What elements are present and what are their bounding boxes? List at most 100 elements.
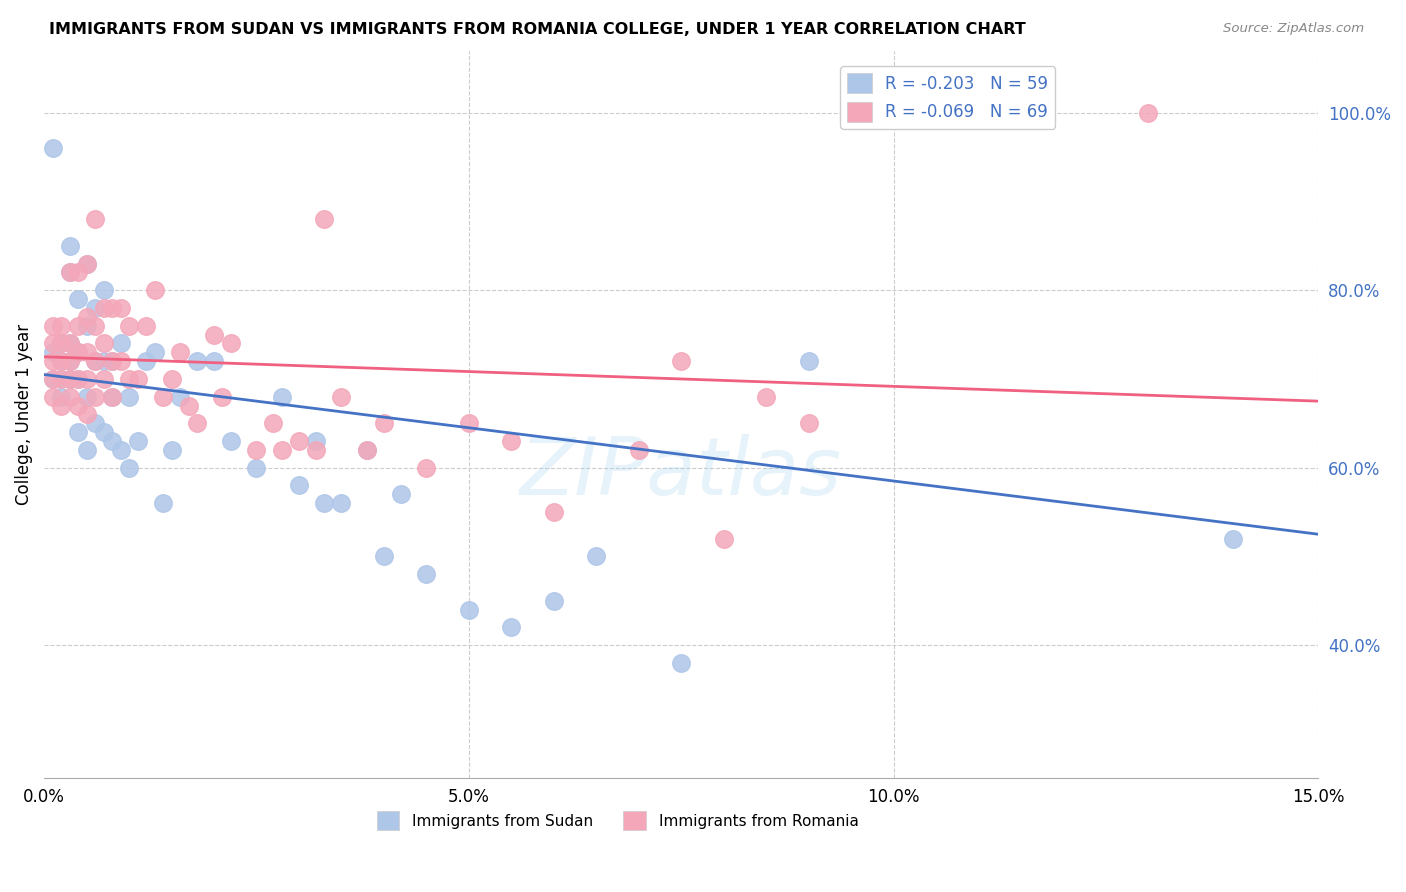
Point — [211, 390, 233, 404]
Point — [76, 345, 98, 359]
Point — [330, 390, 353, 404]
Point — [110, 354, 132, 368]
Point — [49, 372, 72, 386]
Point — [627, 442, 650, 457]
Legend: Immigrants from Sudan, Immigrants from Romania: Immigrants from Sudan, Immigrants from R… — [370, 805, 865, 836]
Point — [245, 460, 267, 475]
Point — [501, 620, 523, 634]
Point — [797, 417, 820, 431]
Point — [76, 442, 98, 457]
Point — [49, 354, 72, 368]
Point — [49, 354, 72, 368]
Point — [84, 212, 107, 227]
Point — [101, 301, 124, 315]
Point — [356, 442, 378, 457]
Point — [219, 434, 242, 448]
Point — [58, 390, 80, 404]
Point — [84, 318, 107, 333]
Point — [415, 567, 437, 582]
Point — [262, 417, 284, 431]
Point — [41, 336, 63, 351]
Point — [84, 354, 107, 368]
Point — [143, 345, 166, 359]
Point — [67, 265, 90, 279]
Point — [219, 336, 242, 351]
Point — [118, 318, 141, 333]
Point — [41, 318, 63, 333]
Point — [152, 496, 174, 510]
Point — [669, 656, 692, 670]
Point — [271, 442, 294, 457]
Point — [58, 265, 80, 279]
Point — [58, 265, 80, 279]
Point — [67, 318, 90, 333]
Point — [118, 390, 141, 404]
Point — [457, 417, 479, 431]
Point — [84, 417, 107, 431]
Point — [58, 354, 80, 368]
Point — [67, 372, 90, 386]
Point — [67, 345, 90, 359]
Point — [49, 336, 72, 351]
Point — [135, 318, 157, 333]
Text: ZIPatlas: ZIPatlas — [520, 434, 842, 512]
Point — [202, 354, 225, 368]
Point — [84, 301, 107, 315]
Point — [49, 318, 72, 333]
Point — [143, 283, 166, 297]
Point — [501, 434, 523, 448]
Point — [118, 460, 141, 475]
Point — [543, 594, 565, 608]
Point — [271, 390, 294, 404]
Point — [58, 336, 80, 351]
Y-axis label: College, Under 1 year: College, Under 1 year — [15, 324, 32, 505]
Point — [58, 372, 80, 386]
Point — [186, 417, 208, 431]
Point — [755, 390, 778, 404]
Point — [543, 505, 565, 519]
Point — [58, 372, 80, 386]
Point — [58, 239, 80, 253]
Point — [135, 354, 157, 368]
Point — [186, 354, 208, 368]
Point — [49, 372, 72, 386]
Point — [67, 372, 90, 386]
Point — [93, 372, 115, 386]
Point — [93, 301, 115, 315]
Point — [101, 434, 124, 448]
Point — [160, 372, 183, 386]
Text: IMMIGRANTS FROM SUDAN VS IMMIGRANTS FROM ROMANIA COLLEGE, UNDER 1 YEAR CORRELATI: IMMIGRANTS FROM SUDAN VS IMMIGRANTS FROM… — [49, 22, 1026, 37]
Point — [41, 345, 63, 359]
Point — [202, 327, 225, 342]
Point — [110, 442, 132, 457]
Point — [76, 310, 98, 324]
Point — [76, 257, 98, 271]
Point — [93, 425, 115, 440]
Point — [305, 442, 328, 457]
Point — [101, 390, 124, 404]
Point — [93, 336, 115, 351]
Text: Source: ZipAtlas.com: Source: ZipAtlas.com — [1223, 22, 1364, 36]
Point — [373, 417, 395, 431]
Point — [797, 354, 820, 368]
Point — [41, 354, 63, 368]
Point — [356, 442, 378, 457]
Point — [67, 345, 90, 359]
Point — [101, 354, 124, 368]
Point — [169, 345, 191, 359]
Point — [101, 390, 124, 404]
Point — [330, 496, 353, 510]
Point — [713, 532, 735, 546]
Point — [76, 408, 98, 422]
Point — [457, 602, 479, 616]
Point — [415, 460, 437, 475]
Point — [58, 336, 80, 351]
Point — [49, 399, 72, 413]
Point — [118, 372, 141, 386]
Point — [288, 478, 311, 492]
Point — [41, 372, 63, 386]
Point — [49, 390, 72, 404]
Point — [76, 318, 98, 333]
Point — [160, 442, 183, 457]
Point — [93, 354, 115, 368]
